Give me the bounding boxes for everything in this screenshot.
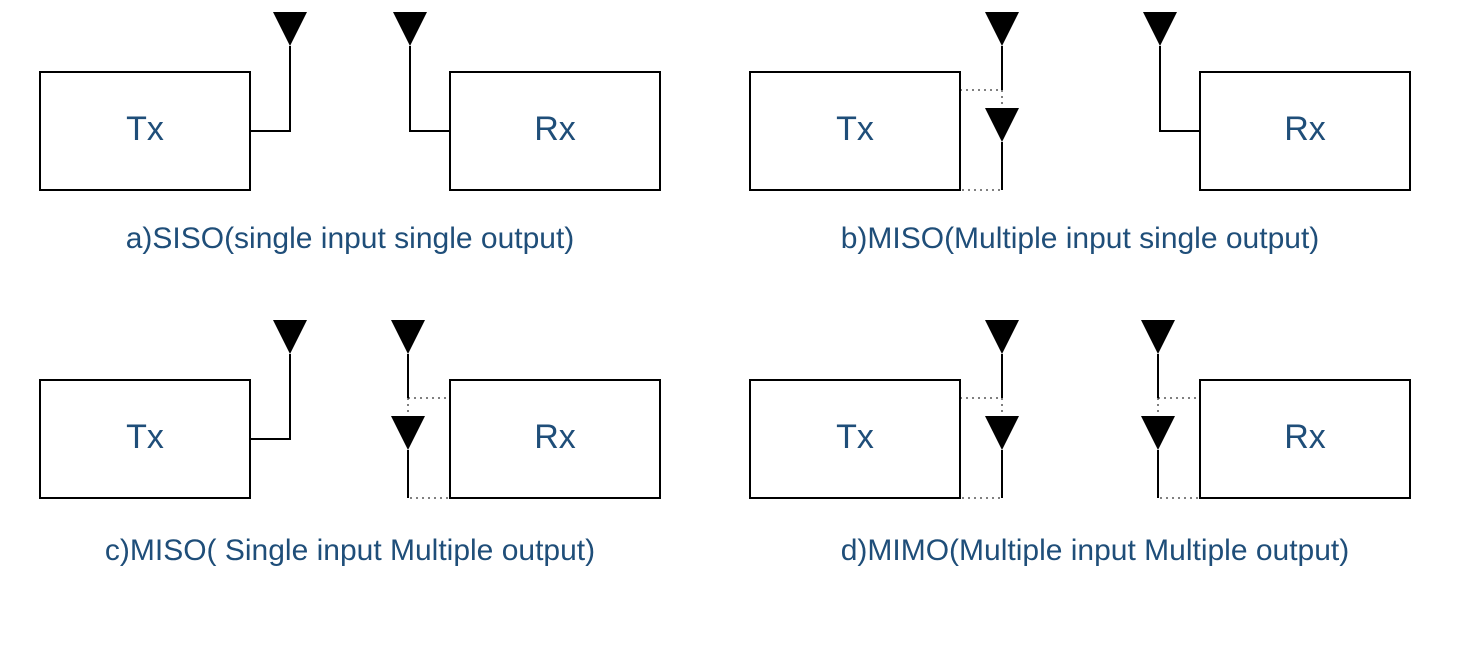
caption-a: a)SISO(single input single output) <box>126 222 575 255</box>
rx-antenna-array-box <box>1158 398 1200 498</box>
tx-antenna-array-box <box>960 90 1002 190</box>
panel-d: Tx Rx d)MIMO(Multiple input Multiple outpu… <box>750 320 1410 567</box>
rx-feed <box>1160 46 1200 131</box>
caption-d: d)MIMO(Multiple input Multiple output) <box>841 534 1350 567</box>
tx-antenna-icon <box>273 320 307 354</box>
rx-label: Rx <box>1284 110 1326 148</box>
rx-antenna-array-box <box>408 398 450 498</box>
rx-antenna-upper-icon <box>391 320 425 354</box>
tx-label: Tx <box>836 418 874 456</box>
rx-feed <box>410 46 450 131</box>
rx-antenna-upper-icon <box>1141 320 1175 354</box>
panel-b: Tx Rx b)MISO(Multiple input single output) <box>750 12 1410 255</box>
panel-a: Tx Rx a)SISO(single input single output) <box>40 12 660 255</box>
panel-c: Tx Rx c)MISO( Single input Multiple output… <box>40 320 660 567</box>
rx-antenna-lower-icon <box>391 416 425 450</box>
rx-label: Rx <box>534 110 576 148</box>
tx-antenna-icon <box>273 12 307 46</box>
tx-antenna-upper-icon <box>985 12 1019 46</box>
rx-antenna-lower-icon <box>1141 416 1175 450</box>
tx-antenna-lower-icon <box>985 108 1019 142</box>
tx-antenna-lower-icon <box>985 416 1019 450</box>
rx-antenna-icon <box>1143 12 1177 46</box>
tx-antenna-array-box <box>960 398 1002 498</box>
caption-b: b)MISO(Multiple input single output) <box>841 222 1320 255</box>
caption-c: c)MISO( Single input Multiple output) <box>105 534 595 567</box>
tx-label: Tx <box>126 110 164 148</box>
rx-antenna-icon <box>393 12 427 46</box>
tx-antenna-upper-icon <box>985 320 1019 354</box>
tx-feed <box>250 46 290 131</box>
rx-label: Rx <box>1284 418 1326 456</box>
tx-feed <box>250 354 290 439</box>
tx-label: Tx <box>836 110 874 148</box>
tx-label: Tx <box>126 418 164 456</box>
rx-label: Rx <box>534 418 576 456</box>
